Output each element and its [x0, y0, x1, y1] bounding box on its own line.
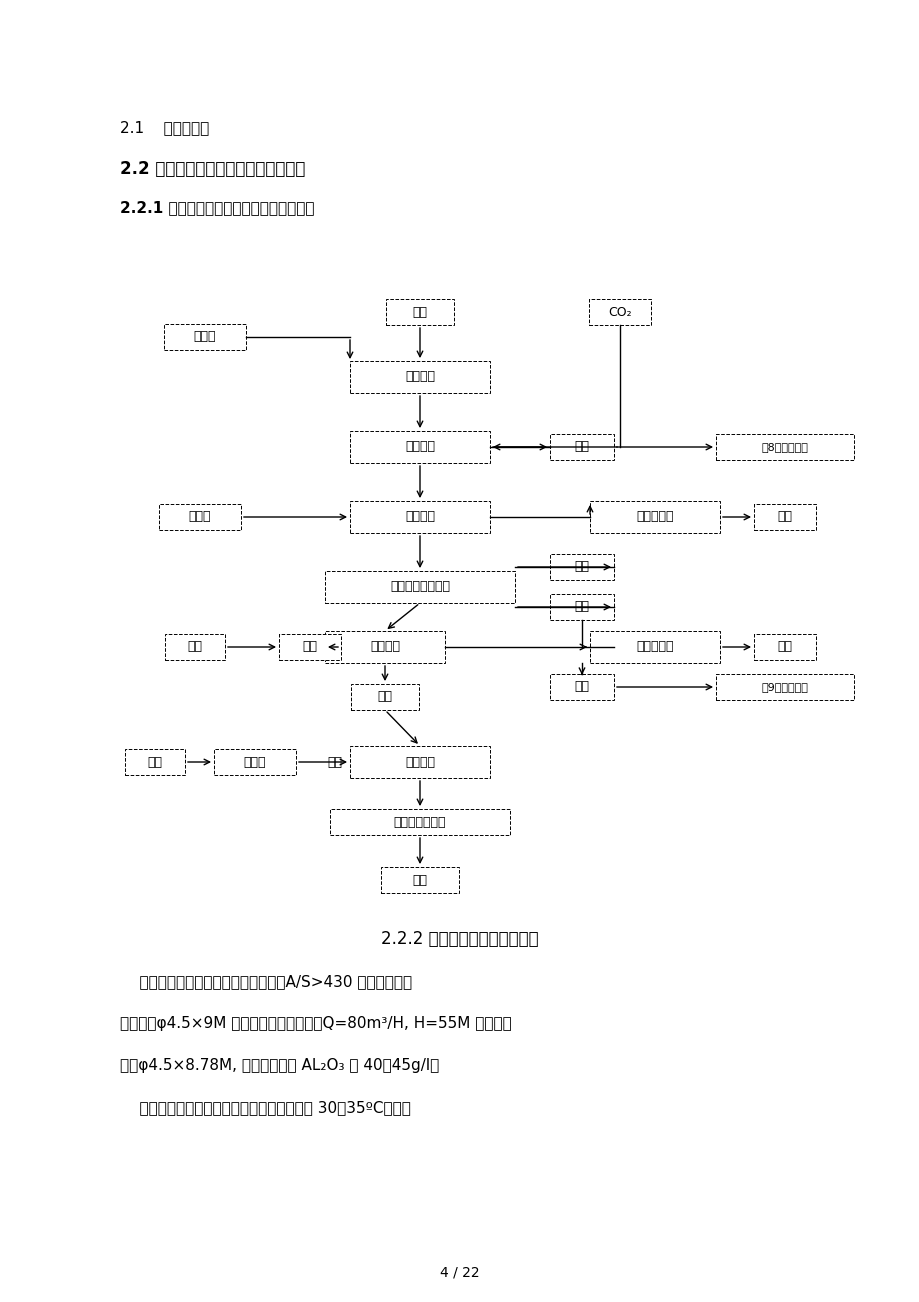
Text: 强化干燥: 强化干燥: [404, 755, 435, 768]
Text: 循环水: 循环水: [194, 331, 216, 344]
Text: 2.2 拟薄水铝石在线设备流程图及描述: 2.2 拟薄水铝石在线设备流程图及描述: [119, 160, 305, 178]
Text: 自再生过滤: 自再生过滤: [636, 641, 673, 654]
Text: 送8车间母液槽: 送8车间母液槽: [761, 441, 808, 452]
Bar: [125, 749, 185, 775]
Text: 分解成胶: 分解成胶: [404, 440, 435, 453]
Text: 2.2.2 拟薄水铝石在线设备描述: 2.2.2 拟薄水铝石在线设备描述: [380, 930, 539, 948]
Bar: [164, 324, 245, 350]
Text: 包装: 包装: [412, 874, 427, 887]
Bar: [349, 431, 490, 464]
Text: 氧化铝二分厂叶滤后的烧结法精液（A/S>430 通过管网送至: 氧化铝二分厂叶滤后的烧结法精液（A/S>430 通过管网送至: [119, 974, 412, 990]
Bar: [349, 501, 490, 533]
Text: 母液: 母液: [573, 560, 589, 573]
Bar: [214, 749, 296, 775]
Bar: [588, 299, 651, 326]
Bar: [754, 504, 815, 530]
Bar: [550, 594, 613, 620]
Text: 成品拟薄水铝石: 成品拟薄水铝石: [393, 815, 446, 828]
Bar: [550, 434, 613, 460]
Text: 新蒸汽: 新蒸汽: [188, 510, 211, 523]
Text: 提温老化: 提温老化: [404, 510, 435, 523]
Text: 洗液: 洗液: [573, 681, 589, 694]
Bar: [380, 867, 459, 893]
Bar: [550, 674, 613, 700]
Text: 槽（φ4.5×8.78M, 用软水稀释至 AL₂O₃ 为 40～45g/l。: 槽（φ4.5×8.78M, 用软水稀释至 AL₂O₃ 为 40～45g/l。: [119, 1059, 438, 1073]
Text: 滤饼: 滤饼: [377, 690, 392, 703]
Text: 母液: 母液: [573, 440, 589, 453]
Text: 稀释液在稀释槽内与冷却水间接换热降温至 30～35ºC；冷却: 稀释液在稀释槽内与冷却水间接换热降温至 30～35ºC；冷却: [119, 1100, 411, 1115]
Bar: [589, 501, 720, 533]
Text: 精液: 精液: [412, 306, 427, 319]
Bar: [715, 674, 853, 700]
Text: 2.1    工艺流程图: 2.1 工艺流程图: [119, 120, 209, 135]
Text: 煤气: 煤气: [147, 755, 163, 768]
Bar: [159, 504, 241, 530]
Bar: [351, 684, 418, 710]
Bar: [324, 572, 515, 603]
Text: 精液槽（φ4.5×9M 中，然后通过精液泵（Q=80m³/H, H=55M 送至稀释: 精液槽（φ4.5×9M 中，然后通过精液泵（Q=80m³/H, H=55M 送至…: [119, 1016, 511, 1031]
Bar: [550, 553, 613, 579]
Bar: [386, 299, 453, 326]
Text: 洗液: 洗液: [302, 641, 317, 654]
Text: 滤饼: 滤饼: [777, 641, 791, 654]
Bar: [715, 434, 853, 460]
Bar: [349, 746, 490, 779]
Bar: [330, 809, 509, 835]
Text: 水平带式过滤洗涤: 水平带式过滤洗涤: [390, 581, 449, 594]
Bar: [278, 634, 341, 660]
Bar: [324, 631, 445, 663]
Text: 洗液: 洗液: [573, 600, 589, 613]
Bar: [349, 361, 490, 393]
Text: 自再生过滤: 自再生过滤: [636, 510, 673, 523]
Bar: [165, 634, 225, 660]
Text: 稀释降温: 稀释降温: [404, 371, 435, 384]
Text: 回水: 回水: [187, 641, 202, 654]
Text: CO₂: CO₂: [607, 306, 631, 319]
Text: 热风: 热风: [327, 755, 342, 768]
Text: 热风炉: 热风炉: [244, 755, 266, 768]
Bar: [589, 631, 720, 663]
Text: 送9车间洗液槽: 送9车间洗液槽: [761, 682, 808, 691]
Text: 4 / 22: 4 / 22: [439, 1266, 480, 1279]
Text: 2.2.1 拟薄水铝石在线设备流程图（见下页: 2.2.1 拟薄水铝石在线设备流程图（见下页: [119, 201, 314, 215]
Text: 滤饼: 滤饼: [777, 510, 791, 523]
Bar: [754, 634, 815, 660]
Text: 厢式压滤: 厢式压滤: [369, 641, 400, 654]
